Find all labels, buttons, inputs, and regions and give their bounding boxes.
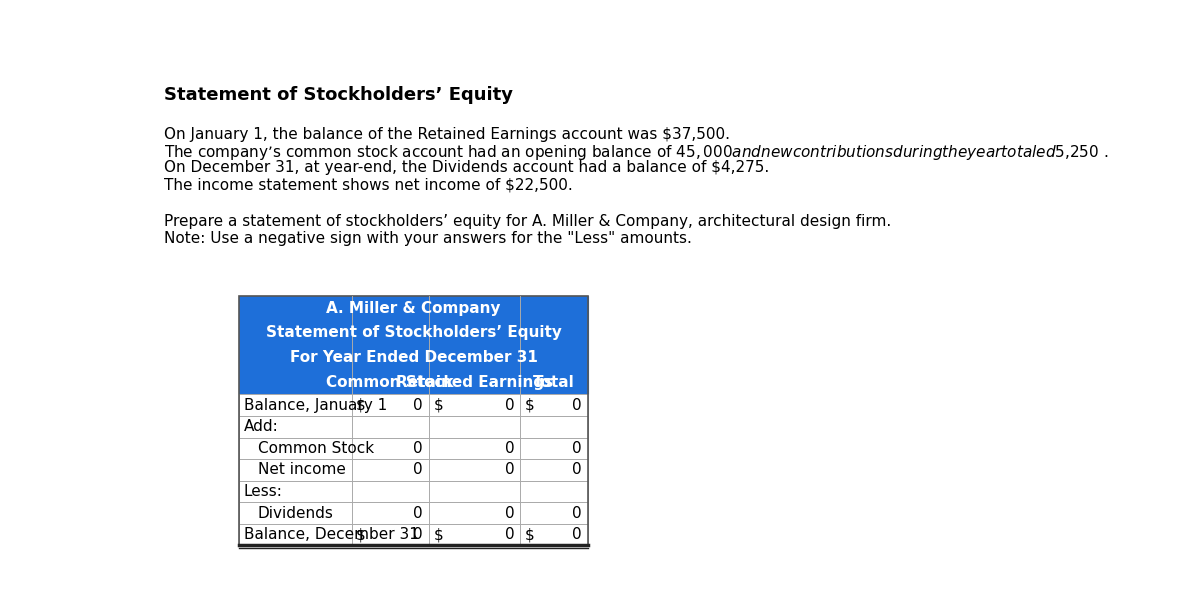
Bar [239, 524, 588, 545]
Text: 0: 0 [572, 397, 582, 413]
Text: 0: 0 [572, 527, 582, 542]
Bar [239, 459, 588, 481]
Bar [239, 394, 588, 416]
Text: A. Miller & Company: A. Miller & Company [326, 301, 500, 316]
Text: 0: 0 [572, 462, 582, 477]
Text: 0: 0 [505, 397, 515, 413]
Text: On December 31, at year-end, the Dividends account had a balance of $4,275.: On December 31, at year-end, the Dividen… [164, 160, 769, 175]
Text: 0: 0 [413, 462, 422, 477]
Text: $: $ [526, 397, 535, 413]
Text: Note: Use a negative sign with your answers for the "Less" amounts.: Note: Use a negative sign with your answ… [164, 231, 692, 246]
Text: Retained Earnings: Retained Earnings [396, 374, 553, 390]
Text: Balance, January 1: Balance, January 1 [244, 397, 388, 413]
Text: Net income: Net income [258, 462, 346, 477]
Text: Add:: Add: [244, 419, 278, 434]
Text: The income statement shows net income of $22,500.: The income statement shows net income of… [164, 177, 572, 192]
Text: Common Stock: Common Stock [258, 441, 374, 456]
Bar [239, 437, 588, 459]
Text: $: $ [356, 527, 366, 542]
Text: 0: 0 [413, 527, 422, 542]
Text: For Year Ended December 31: For Year Ended December 31 [289, 350, 538, 365]
Text: $: $ [433, 527, 444, 542]
Text: 0: 0 [413, 397, 422, 413]
Text: 0: 0 [505, 462, 515, 477]
Text: Balance, December 31: Balance, December 31 [244, 527, 419, 542]
Text: On January 1, the balance of the Retained Earnings account was $37,500.: On January 1, the balance of the Retaine… [164, 126, 730, 142]
Text: $: $ [526, 527, 535, 542]
Text: The company’s common stock account had an opening balance of $45,000 and new con: The company’s common stock account had a… [164, 143, 1109, 162]
Text: 0: 0 [572, 441, 582, 456]
Text: 0: 0 [505, 441, 515, 456]
Text: Less:: Less: [244, 484, 283, 499]
Text: Prepare a statement of stockholders’ equity for A. Miller & Company, architectur: Prepare a statement of stockholders’ equ… [164, 214, 892, 229]
Text: $: $ [356, 397, 366, 413]
Text: $: $ [433, 397, 444, 413]
Text: Statement of Stockholders’ Equity: Statement of Stockholders’ Equity [265, 325, 562, 341]
Text: Dividends: Dividends [258, 506, 334, 520]
Text: Common Stock: Common Stock [326, 374, 454, 390]
Bar [239, 416, 588, 437]
Text: 0: 0 [413, 506, 422, 520]
Text: Statement of Stockholders’ Equity: Statement of Stockholders’ Equity [164, 87, 512, 105]
Text: Total: Total [533, 374, 575, 390]
Text: 0: 0 [505, 527, 515, 542]
Text: 0: 0 [572, 506, 582, 520]
Text: 0: 0 [413, 441, 422, 456]
Bar [239, 502, 588, 524]
Bar [239, 481, 588, 502]
Text: 0: 0 [505, 506, 515, 520]
